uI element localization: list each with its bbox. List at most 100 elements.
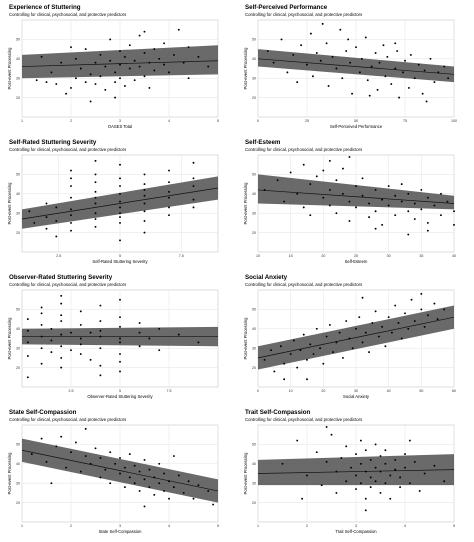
panel-subtitle: Controlling for clinical, psychosocial, … (245, 417, 362, 422)
data-point (306, 63, 308, 66)
data-point (355, 453, 357, 456)
data-point (280, 38, 283, 41)
data-point (79, 323, 82, 326)
data-point (119, 457, 121, 459)
data-point (89, 73, 92, 76)
x-tick-label: 30 (387, 254, 391, 258)
data-point (192, 161, 195, 164)
data-point (123, 55, 126, 58)
data-point (302, 206, 305, 209)
x-tick-label: 1 (21, 119, 23, 123)
data-point (109, 38, 112, 41)
data-point (94, 173, 97, 176)
data-point (187, 480, 190, 483)
data-point (153, 476, 156, 479)
data-point (327, 85, 330, 87)
data-point (128, 44, 131, 47)
data-point (299, 349, 302, 352)
data-point (138, 34, 141, 37)
data-point (437, 71, 440, 74)
y-tick-label: 40 (16, 192, 20, 196)
data-point (172, 53, 175, 56)
data-point (128, 453, 131, 456)
data-point (387, 204, 390, 207)
x-tick-label: 35 (419, 254, 423, 258)
panel-title: State Self-Compassion (9, 409, 77, 416)
data-point (389, 474, 392, 477)
data-point (70, 229, 72, 232)
data-point (172, 455, 175, 457)
data-point (123, 486, 126, 489)
y-tick-label: 40 (252, 57, 256, 61)
regression-line (21, 60, 219, 67)
data-point (70, 86, 72, 89)
data-point (79, 343, 82, 346)
panel-subtitle: Controlling for clinical, psychosocial, … (9, 417, 126, 422)
data-point (70, 349, 72, 352)
data-point (148, 468, 151, 471)
y-tick-label: 40 (16, 462, 20, 466)
data-point (40, 306, 43, 309)
data-point (390, 331, 393, 334)
data-point (168, 480, 170, 483)
data-point (407, 327, 410, 330)
data-point (104, 65, 107, 68)
data-point (360, 57, 363, 60)
data-point (394, 458, 397, 461)
data-point (50, 327, 53, 330)
x-tick-label: 5 (217, 119, 219, 123)
data-point (138, 65, 141, 68)
data-point (192, 497, 195, 500)
data-point (153, 69, 156, 72)
x-axis-label: Self-Rated Stuttering Severity (92, 259, 148, 264)
y-axis-label: Post-event Processing (243, 452, 248, 495)
data-point (168, 169, 170, 172)
data-point (325, 335, 328, 338)
data-point (138, 490, 141, 492)
x-tick-label: 25 (305, 119, 309, 123)
data-point (158, 327, 161, 330)
data-point (70, 221, 72, 224)
data-point (109, 59, 112, 62)
data-point (119, 77, 121, 80)
data-point (302, 163, 305, 166)
data-point (384, 462, 387, 465)
regression-line (257, 469, 455, 474)
data-point (94, 61, 97, 64)
data-point (378, 61, 381, 64)
data-point (335, 179, 338, 182)
data-point (281, 462, 284, 465)
x-tick-label: 10 (256, 254, 260, 258)
data-point (394, 194, 397, 197)
data-point (99, 335, 102, 338)
x-tick-label: 4 (168, 119, 170, 123)
data-point (381, 223, 384, 226)
data-point (426, 196, 429, 199)
data-point (283, 200, 286, 203)
data-point (94, 225, 97, 228)
y-tick-label: 20 (16, 501, 20, 505)
data-point (158, 462, 161, 465)
x-tick-label: 1 (257, 524, 259, 528)
data-point (138, 322, 141, 324)
data-point (364, 449, 367, 452)
x-tick-label: 2 (70, 119, 72, 123)
y-tick-label: 50 (16, 308, 20, 312)
data-point (381, 325, 384, 328)
data-point (335, 341, 338, 344)
data-point (114, 462, 117, 465)
data-point (355, 206, 357, 209)
data-point (99, 53, 102, 56)
data-point (407, 192, 410, 195)
data-point (302, 333, 305, 336)
x-axis-label: Observer-Rated Stuttering Severity (87, 394, 153, 399)
data-point (368, 216, 371, 219)
data-point (114, 81, 117, 84)
y-axis-label: Post-event Processing (243, 182, 248, 225)
data-point (447, 77, 450, 80)
y-tick-label: 50 (16, 443, 20, 447)
x-axis-label: Social Anxiety (343, 394, 370, 399)
data-point (283, 378, 286, 381)
